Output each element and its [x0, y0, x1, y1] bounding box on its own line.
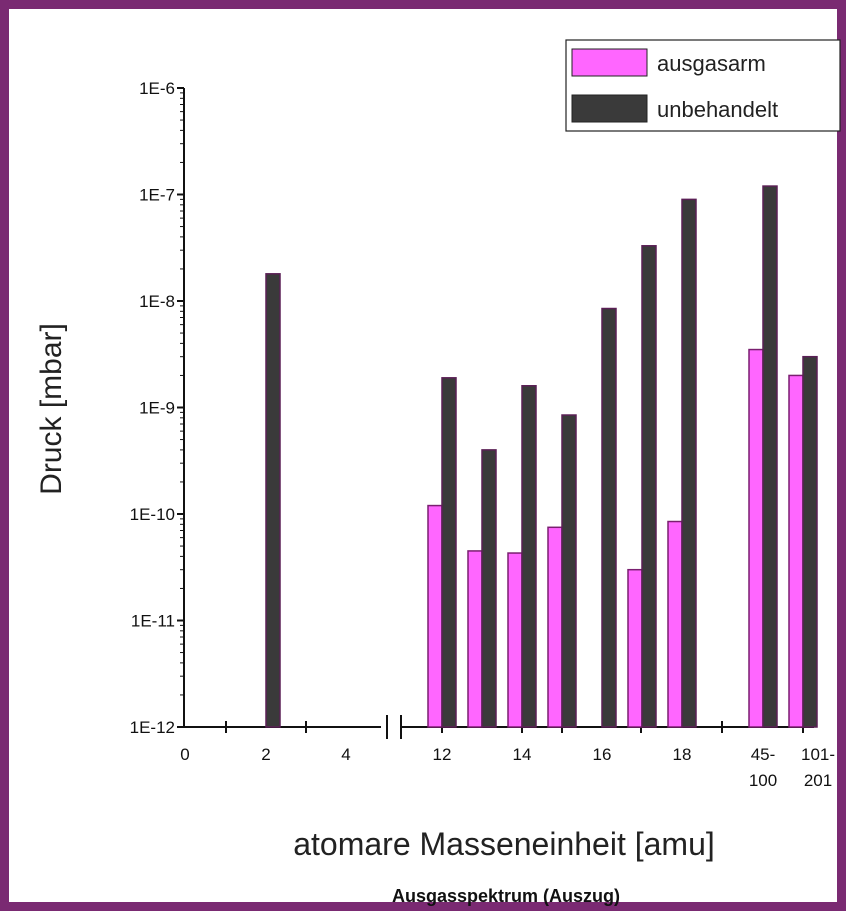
y-axis: 1E-12 1E-11 1E-10 1E-9 1E-8 1E-7 1E-6 [130, 79, 185, 737]
bar-unbehandelt-14 [521, 385, 537, 728]
bar-ausgasarm-15 [547, 526, 563, 728]
x-tick-label: 45-100 [749, 745, 777, 790]
x-tick-label: 4 [341, 745, 350, 764]
bar-ausgasarm-101-201 [788, 374, 804, 728]
x-tick-label: 18 [673, 745, 692, 764]
legend-label-ausgasarm: ausgasarm [657, 51, 766, 76]
bar-unbehandelt-13 [481, 449, 497, 728]
bar-ausgasarm-17 [627, 568, 643, 728]
y-tick-label: 1E-9 [139, 399, 175, 418]
y-tick-label: 1E-8 [139, 292, 175, 311]
bar-unbehandelt-18 [681, 198, 697, 728]
legend-label-unbehandelt: unbehandelt [657, 97, 778, 122]
bar-ausgasarm-13 [467, 550, 483, 728]
bar-ausgasarm-14 [507, 552, 523, 728]
bar-unbehandelt-15 [561, 414, 577, 728]
legend-swatch-unbehandelt [571, 94, 648, 123]
y-tick-label: 1E-6 [139, 79, 175, 98]
x-tick-label: 0 [180, 745, 189, 764]
bar-unbehandelt-16 [601, 307, 617, 728]
bar-unbehandelt-101-201 [802, 355, 818, 728]
x-axis-title: atomare Masseneinheit [amu] [293, 826, 715, 862]
legend: ausgasarm unbehandelt [565, 39, 841, 132]
chart-subtitle: Ausgasspektrum (Auszug) [392, 886, 620, 906]
x-tick-label: 16 [593, 745, 612, 764]
y-axis-title: Druck [mbar] [35, 323, 68, 495]
y-tick-label: 1E-10 [130, 505, 175, 524]
bar-ausgasarm-12 [427, 504, 443, 728]
y-tick-label: 1E-11 [131, 612, 175, 631]
outgassing-chart: 1E-12 1E-11 1E-10 1E-9 1E-8 1E-7 1E-6 0 2 4 12 14 1… [35, 39, 841, 906]
bar-ausgasarm-18 [667, 520, 683, 728]
y-tick-label: 1E-12 [130, 718, 175, 737]
y-tick-label: 1E-7 [139, 186, 175, 205]
x-tick-label: 101-201 [801, 745, 835, 790]
legend-swatch-ausgasarm [571, 48, 648, 77]
bars [265, 185, 818, 728]
bar-unbehandelt-2 [265, 273, 281, 728]
x-tick-label: 2 [261, 745, 270, 764]
bar-unbehandelt-17 [641, 245, 657, 728]
bar-unbehandelt-45-100 [762, 185, 778, 728]
x-tick-label: 12 [433, 745, 452, 764]
bar-unbehandelt-12 [441, 377, 457, 728]
x-tick-label: 14 [513, 745, 532, 764]
bar-ausgasarm-45-100 [748, 348, 764, 728]
